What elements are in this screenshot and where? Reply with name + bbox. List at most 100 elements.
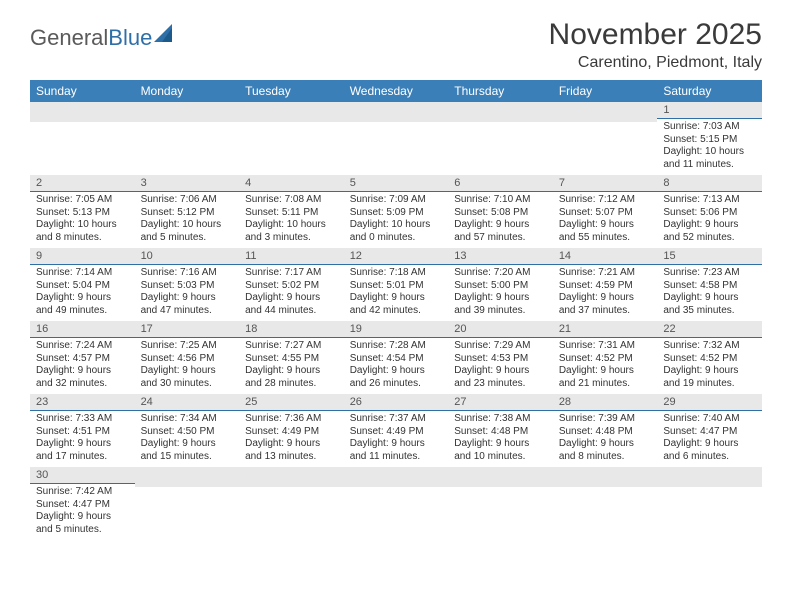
sunrise-line: Sunrise: 7:23 AM — [663, 267, 756, 280]
sunrise-line: Sunrise: 7:13 AM — [663, 194, 756, 207]
day-number: 28 — [553, 394, 658, 411]
header: GeneralBlue November 2025 Carentino, Pie… — [30, 18, 762, 72]
calendar-cell: 29Sunrise: 7:40 AMSunset: 4:47 PMDayligh… — [657, 394, 762, 467]
sunrise-line: Sunrise: 7:25 AM — [141, 340, 234, 353]
sunset-line: Sunset: 4:47 PM — [36, 499, 129, 512]
sunset-line: Sunset: 4:51 PM — [36, 426, 129, 439]
calendar-cell — [135, 102, 240, 175]
calendar-cell — [553, 467, 658, 540]
calendar-cell: 19Sunrise: 7:28 AMSunset: 4:54 PMDayligh… — [344, 321, 449, 394]
sunrise-line: Sunrise: 7:31 AM — [559, 340, 652, 353]
day-number: 13 — [448, 248, 553, 265]
sunrise-line: Sunrise: 7:05 AM — [36, 194, 129, 207]
day-number: 6 — [448, 175, 553, 192]
sunset-line: Sunset: 4:57 PM — [36, 353, 129, 366]
calendar-cell: 8Sunrise: 7:13 AMSunset: 5:06 PMDaylight… — [657, 175, 762, 248]
calendar-cell: 28 Sunrise: 7:39 AMSunset: 4:48 PMDayligh… — [553, 394, 658, 467]
calendar-cell: 24Sunrise: 7:34 AMSunset: 4:50 PMDayligh… — [135, 394, 240, 467]
daylight-line: Daylight: 9 hours and 19 minutes. — [663, 365, 756, 390]
daylight-line: Daylight: 9 hours and 13 minutes. — [245, 438, 338, 463]
day-content: Sunrise: 7:33 AMSunset: 4:51 PMDaylight:… — [30, 411, 135, 467]
daylight-line: Daylight: 9 hours and 47 minutes. — [141, 292, 234, 317]
calendar-cell — [553, 102, 658, 175]
day-number: 8 — [657, 175, 762, 192]
sunset-line: Sunset: 4:59 PM — [559, 280, 652, 293]
sunrise-line: Sunrise: 7:24 AM — [36, 340, 129, 353]
sunset-line: Sunset: 5:07 PM — [559, 207, 652, 220]
daylight-line: Daylight: 9 hours and 44 minutes. — [245, 292, 338, 317]
calendar-cell: 15Sunrise: 7:23 AMSunset: 4:58 PMDayligh… — [657, 248, 762, 321]
calendar-cell: 27Sunrise: 7:38 AMSunset: 4:48 PMDayligh… — [448, 394, 553, 467]
day-number: 1 — [657, 102, 762, 119]
day-number: 12 — [344, 248, 449, 265]
sunrise-line: Sunrise: 7:03 AM — [663, 121, 756, 134]
day-content: Sunrise: 7:42 AMSunset: 4:47 PMDaylight:… — [30, 484, 135, 540]
sunrise-line: Sunrise: 7:36 AM — [245, 413, 338, 426]
sunrise-line: Sunrise: 7:06 AM — [141, 194, 234, 207]
calendar-cell: 4Sunrise: 7:08 AMSunset: 5:11 PMDaylight… — [239, 175, 344, 248]
dow-row: Sunday Monday Tuesday Wednesday Thursday… — [30, 80, 762, 102]
sunrise-line: Sunrise: 7:09 AM — [350, 194, 443, 207]
calendar-table: Sunday Monday Tuesday Wednesday Thursday… — [30, 80, 762, 540]
day-content: Sunrise: 7:36 AMSunset: 4:49 PMDaylight:… — [239, 411, 344, 467]
daylight-line: Daylight: 9 hours and 28 minutes. — [245, 365, 338, 390]
sunset-line: Sunset: 4:49 PM — [245, 426, 338, 439]
calendar-cell: 30Sunrise: 7:42 AMSunset: 4:47 PMDayligh… — [30, 467, 135, 540]
calendar-cell — [344, 102, 449, 175]
daylight-line: Daylight: 9 hours and 11 minutes. — [350, 438, 443, 463]
day-number: 17 — [135, 321, 240, 338]
day-content: Sunrise: 7:18 AMSunset: 5:01 PMDaylight:… — [344, 265, 449, 321]
day-number-empty — [553, 467, 658, 487]
sunset-line: Sunset: 5:02 PM — [245, 280, 338, 293]
day-content: Sunrise: 7:12 AMSunset: 5:07 PMDaylight:… — [553, 192, 658, 248]
sunset-line: Sunset: 4:53 PM — [454, 353, 547, 366]
calendar-cell: 3Sunrise: 7:06 AMSunset: 5:12 PMDaylight… — [135, 175, 240, 248]
sunset-line: Sunset: 5:06 PM — [663, 207, 756, 220]
day-content: Sunrise: 7:13 AMSunset: 5:06 PMDaylight:… — [657, 192, 762, 248]
dow-header: Thursday — [448, 80, 553, 102]
daylight-line: Daylight: 9 hours and 42 minutes. — [350, 292, 443, 317]
calendar-cell — [135, 467, 240, 540]
sunrise-line: Sunrise: 7:14 AM — [36, 267, 129, 280]
day-content: Sunrise: 7:29 AMSunset: 4:53 PMDaylight:… — [448, 338, 553, 394]
logo: GeneralBlue — [30, 18, 176, 52]
sunrise-line: Sunrise: 7:33 AM — [36, 413, 129, 426]
sunrise-line: Sunrise: 7:37 AM — [350, 413, 443, 426]
day-number-empty — [239, 102, 344, 122]
day-content: Sunrise: 7:34 AMSunset: 4:50 PMDaylight:… — [135, 411, 240, 467]
calendar-row: 16Sunrise: 7:24 AMSunset: 4:57 PMDayligh… — [30, 321, 762, 394]
daylight-line: Daylight: 9 hours and 35 minutes. — [663, 292, 756, 317]
sunset-line: Sunset: 4:48 PM — [559, 426, 652, 439]
day-number: 4 — [239, 175, 344, 192]
sunrise-line: Sunrise: 7:20 AM — [454, 267, 547, 280]
day-number: 20 — [448, 321, 553, 338]
daylight-line: Daylight: 9 hours and 21 minutes. — [559, 365, 652, 390]
calendar-cell — [344, 467, 449, 540]
day-number-empty — [553, 102, 658, 122]
daylight-line: Daylight: 9 hours and 49 minutes. — [36, 292, 129, 317]
day-number: 14 — [553, 248, 658, 265]
day-number: 11 — [239, 248, 344, 265]
sunrise-line: Sunrise: 7:42 AM — [36, 486, 129, 499]
day-number: 30 — [30, 467, 135, 484]
calendar-cell — [30, 102, 135, 175]
dow-header: Saturday — [657, 80, 762, 102]
calendar-cell: 14Sunrise: 7:21 AMSunset: 4:59 PMDayligh… — [553, 248, 658, 321]
sunset-line: Sunset: 5:03 PM — [141, 280, 234, 293]
day-number: 18 — [239, 321, 344, 338]
sunset-line: Sunset: 5:00 PM — [454, 280, 547, 293]
sunrise-line: Sunrise: 7:08 AM — [245, 194, 338, 207]
sunrise-line: Sunrise: 7:40 AM — [663, 413, 756, 426]
calendar-cell: 26Sunrise: 7:37 AMSunset: 4:49 PMDayligh… — [344, 394, 449, 467]
daylight-line: Daylight: 9 hours and 8 minutes. — [559, 438, 652, 463]
day-content: Sunrise: 7:32 AMSunset: 4:52 PMDaylight:… — [657, 338, 762, 394]
calendar-cell — [657, 467, 762, 540]
day-number: 15 — [657, 248, 762, 265]
daylight-line: Daylight: 9 hours and 52 minutes. — [663, 219, 756, 244]
calendar-cell: 21Sunrise: 7:31 AMSunset: 4:52 PMDayligh… — [553, 321, 658, 394]
day-number: 29 — [657, 394, 762, 411]
calendar-cell: 7Sunrise: 7:12 AMSunset: 5:07 PMDaylight… — [553, 175, 658, 248]
day-number: 3 — [135, 175, 240, 192]
day-content: Sunrise: 7:09 AMSunset: 5:09 PMDaylight:… — [344, 192, 449, 248]
sunrise-line: Sunrise: 7:39 AM — [559, 413, 652, 426]
